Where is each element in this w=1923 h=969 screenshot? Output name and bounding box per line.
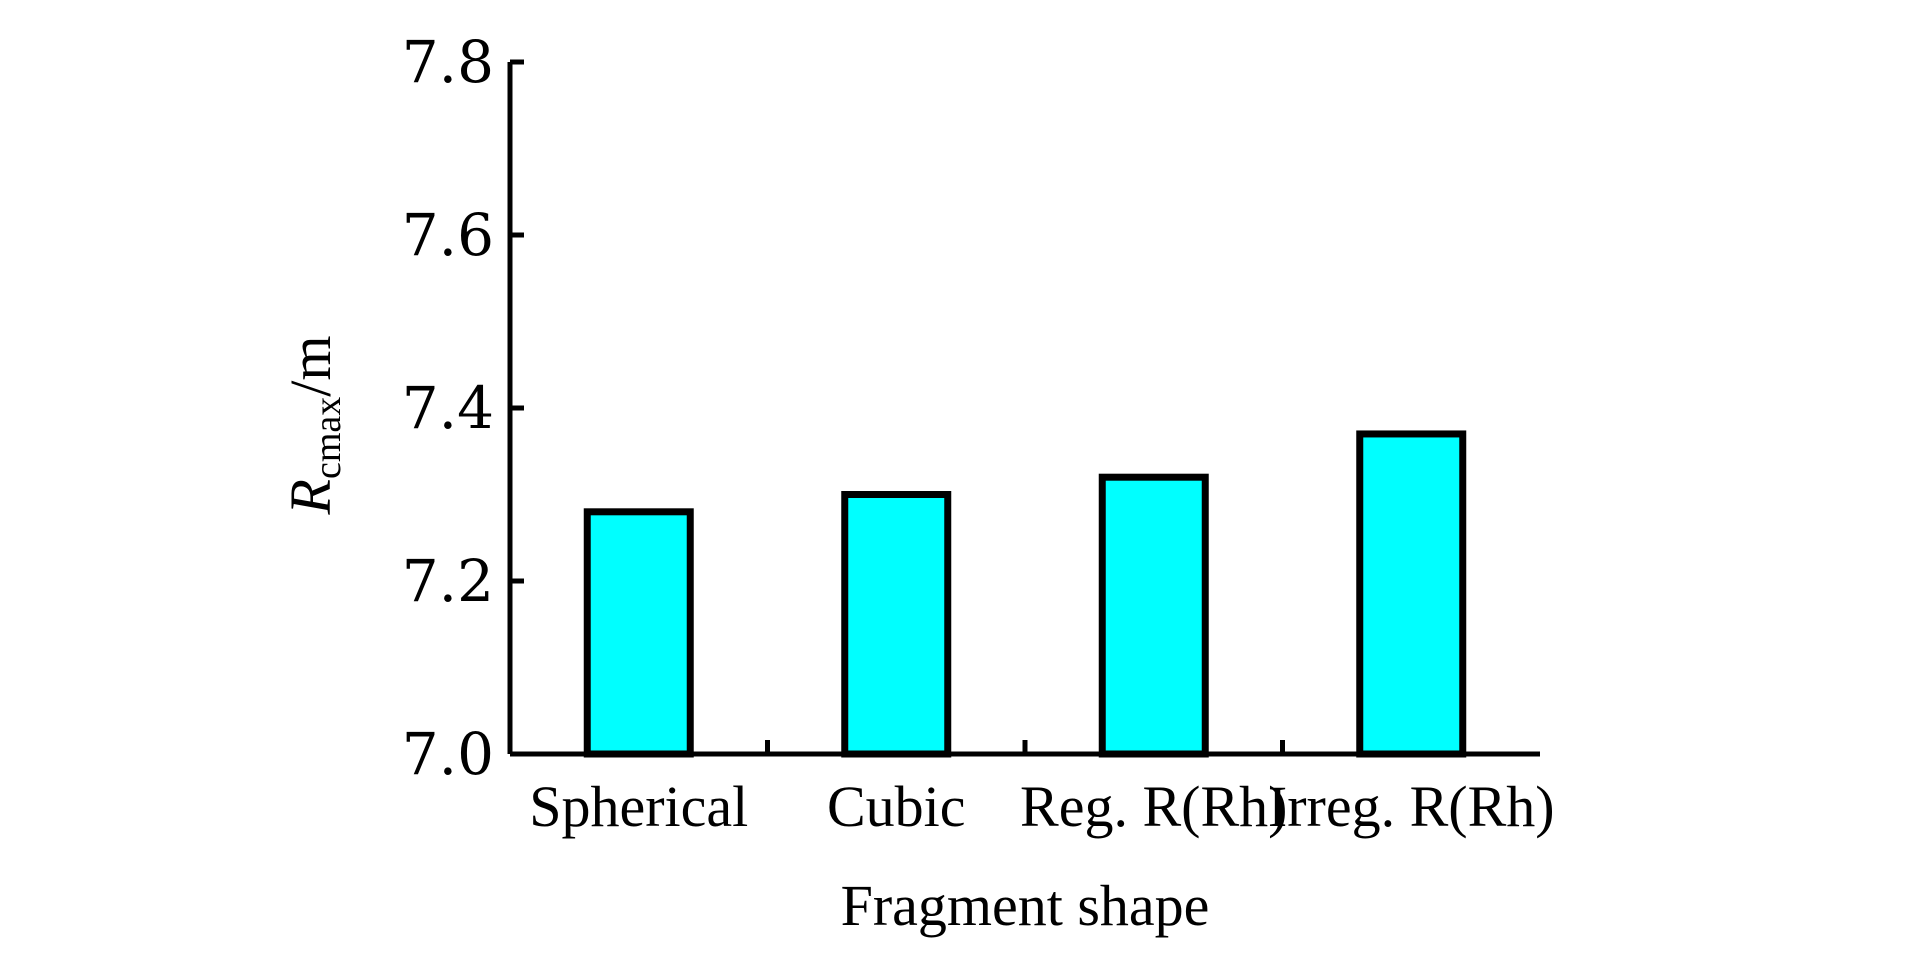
bar bbox=[1098, 473, 1209, 758]
y-tick-label: 7.2 bbox=[402, 547, 494, 615]
y-axis-title-unit: /m bbox=[278, 336, 343, 397]
y-axis-title-symbol: R bbox=[278, 479, 343, 515]
x-axis-title: Fragment shape bbox=[841, 873, 1210, 938]
y-tick-label: 7.4 bbox=[402, 374, 494, 442]
x-ticks-group bbox=[765, 740, 1285, 754]
category-labels-group: Spherical Cubic Reg. R(Rh)Irreg. R(Rh) bbox=[529, 774, 1554, 839]
y-tick-label: 7.0 bbox=[402, 720, 494, 788]
x-tick-label: Irreg. R(Rh) bbox=[1268, 774, 1555, 839]
y-ticks-group: 7.0 7.2 7.4 7.6 7.8 bbox=[402, 28, 524, 788]
x-tick-label: Spherical bbox=[529, 774, 748, 839]
bar bbox=[841, 491, 952, 758]
x-tick-label: Cubic bbox=[827, 774, 966, 839]
y-tick-label: 7.6 bbox=[402, 201, 494, 269]
bars-group bbox=[583, 430, 1467, 758]
y-axis-title: Rcmax/m bbox=[278, 336, 349, 516]
bar bbox=[1356, 430, 1467, 758]
y-axis-title-subscript: cmax bbox=[307, 397, 349, 479]
bar bbox=[583, 508, 694, 758]
y-tick-label: 7.8 bbox=[402, 28, 494, 96]
x-tick-label: Reg. R(Rh) bbox=[1020, 774, 1287, 839]
